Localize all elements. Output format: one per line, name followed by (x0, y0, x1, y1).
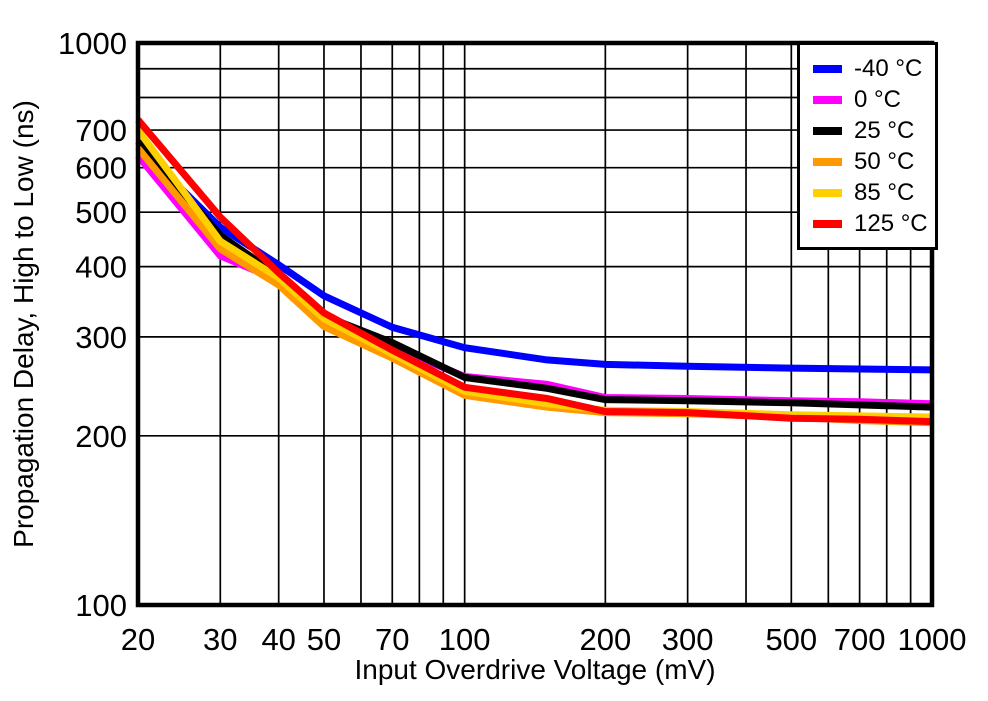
legend-label: 0 °C (854, 86, 901, 113)
legend: -40 °C 0 °C 25 °C 50 °C 85 °C 125 °C (797, 42, 938, 250)
x-tick-label: 40 (261, 622, 295, 657)
legend-swatch (813, 126, 842, 135)
legend-swatch (813, 219, 842, 228)
y-tick-label: 700 (75, 113, 127, 148)
legend-label: 85 °C (854, 179, 915, 206)
legend-label: 25 °C (854, 117, 915, 144)
legend-swatch (813, 188, 842, 197)
series-line--40-c (135, 143, 933, 374)
legend-label: 125 °C (854, 210, 928, 237)
y-tick-label: 100 (75, 588, 127, 623)
y-tick-label: 300 (75, 320, 127, 355)
legend-swatch (813, 157, 842, 166)
series-line-125-c (135, 117, 933, 426)
y-tick-label: 400 (75, 250, 127, 285)
legend-swatch (813, 95, 842, 104)
y-tick-label: 600 (75, 151, 127, 186)
x-tick-label: 70 (375, 622, 409, 657)
x-tick-label: 1000 (898, 622, 967, 657)
legend-item: 50 °C (813, 146, 929, 177)
x-tick-label: 30 (203, 622, 237, 657)
legend-swatch (813, 64, 842, 73)
legend-item: 125 °C (813, 208, 929, 239)
legend-item: 85 °C (813, 177, 929, 208)
y-tick-label: 1000 (58, 26, 127, 61)
legend-label: -40 °C (854, 55, 923, 82)
legend-label: 50 °C (854, 148, 915, 175)
x-tick-label: 300 (662, 622, 714, 657)
y-axis-title: Propagation Delay, High to Low (ns) (8, 100, 39, 548)
x-axis-title: Input Overdrive Voltage (mV) (354, 654, 716, 685)
x-tick-label: 50 (307, 622, 341, 657)
plot-frame (135, 40, 935, 608)
x-tick-label: 500 (765, 622, 817, 657)
x-tick-label: 100 (439, 622, 491, 657)
x-tick-label: 200 (579, 622, 631, 657)
y-tick-label: 200 (75, 419, 127, 454)
legend-item: 0 °C (813, 84, 929, 115)
legend-item: -40 °C (813, 53, 929, 84)
y-tick-label: 500 (75, 195, 127, 230)
x-tick-label: 20 (121, 622, 155, 657)
legend-item: 25 °C (813, 115, 929, 146)
x-tick-label: 700 (834, 622, 886, 657)
